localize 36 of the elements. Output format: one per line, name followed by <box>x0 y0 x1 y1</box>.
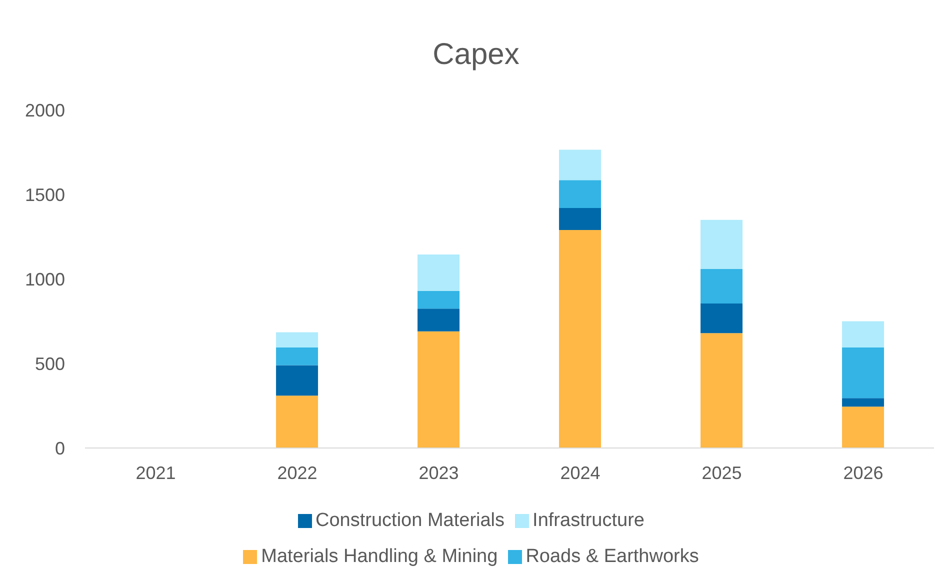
legend-label: Roads & Earthworks <box>526 546 699 567</box>
x-tick-label: 2023 <box>418 462 459 483</box>
bar <box>418 308 460 332</box>
x-tick-label: 2025 <box>702 462 742 483</box>
bar <box>418 254 460 291</box>
x-tick-label: 2021 <box>136 462 176 483</box>
bar <box>559 150 602 180</box>
chart-title: Capex <box>432 38 520 72</box>
bar <box>418 290 460 309</box>
bar <box>842 398 884 407</box>
legend-label: Construction Materials <box>316 510 505 531</box>
bar <box>418 331 460 448</box>
y-tick-label: 1000 <box>24 269 65 290</box>
bar <box>276 332 318 348</box>
bar <box>559 180 602 208</box>
bar <box>700 304 743 334</box>
y-tick-label: 0 <box>54 438 65 458</box>
legend-label: Materials Handling & Mining <box>261 546 498 567</box>
bar <box>276 365 318 396</box>
bar <box>842 347 884 398</box>
x-tick-label: 2022 <box>277 462 318 483</box>
bar <box>276 347 318 366</box>
legend-label: Infrastructure <box>532 510 644 531</box>
bar <box>842 406 884 448</box>
bar <box>842 321 884 348</box>
x-tick-label: 2024 <box>560 462 600 483</box>
y-tick-label: 2000 <box>24 100 65 120</box>
bar <box>559 208 602 230</box>
bar <box>700 268 743 304</box>
x-tick-label: 2026 <box>843 462 884 483</box>
bar <box>276 396 318 448</box>
bar <box>700 333 743 448</box>
y-tick-label: 500 <box>34 354 65 374</box>
y-tick-label: 1500 <box>24 184 65 205</box>
bar <box>700 220 743 269</box>
bar <box>559 230 602 448</box>
